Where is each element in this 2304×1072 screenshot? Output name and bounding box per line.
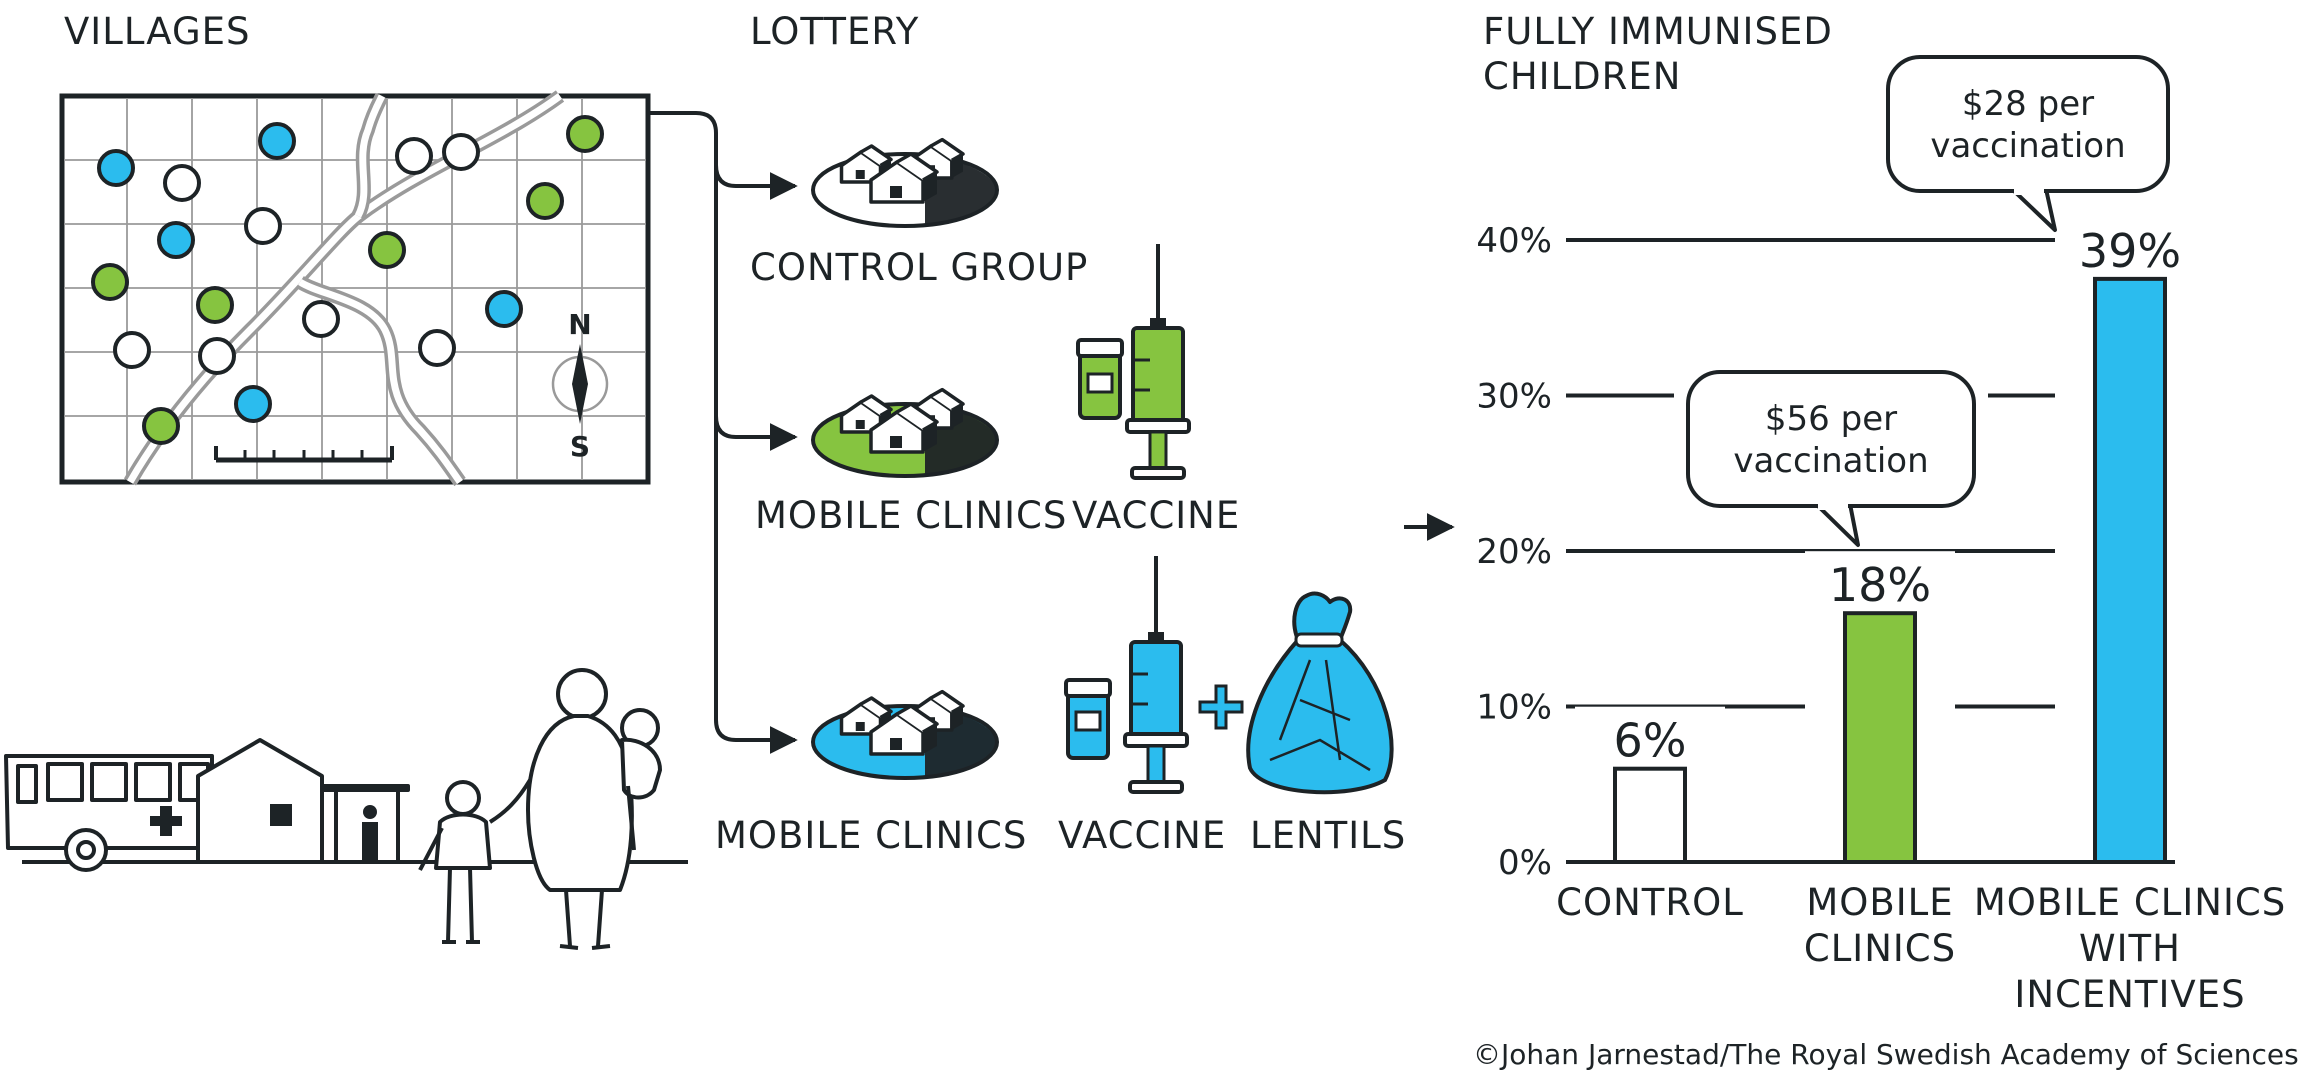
syringe-icon bbox=[1125, 244, 1191, 480]
village-dot bbox=[485, 290, 523, 328]
extra-label-vaccine: VACCINE bbox=[1072, 494, 1240, 537]
cost-bubble-text: vaccination bbox=[1733, 441, 1928, 481]
scale-bar-icon bbox=[214, 446, 394, 463]
houses-icon bbox=[811, 387, 999, 478]
mobile-clinic-bus-icon bbox=[4, 754, 214, 872]
category-label: WITH bbox=[2079, 927, 2181, 970]
y-tick-label: 20% bbox=[1476, 532, 1552, 572]
village-dot bbox=[302, 300, 340, 338]
y-tick-label: 40% bbox=[1476, 221, 1552, 261]
group-label-mobile-clinics: MOBILE CLINICS bbox=[755, 494, 1067, 537]
vial-icon bbox=[1064, 678, 1112, 760]
compass-south-label: S bbox=[570, 430, 590, 463]
cost-bubble-text: vaccination bbox=[1930, 126, 2125, 166]
bar-value-label: 6% bbox=[1614, 714, 1687, 768]
villages-heading: VILLAGES bbox=[64, 10, 251, 53]
category-label: MOBILE CLINICS bbox=[1974, 881, 2286, 924]
bar bbox=[2093, 276, 2167, 864]
chart-title-line1: FULLY IMMUNISED bbox=[1483, 10, 1833, 53]
village-dot bbox=[418, 329, 456, 367]
compass-icon: N S bbox=[551, 308, 609, 463]
village-dot bbox=[113, 331, 151, 369]
clinic-scene bbox=[4, 668, 688, 950]
bar bbox=[1613, 766, 1687, 865]
category-label: MOBILE bbox=[1806, 881, 1953, 924]
bar-value-label: 18% bbox=[1829, 558, 1931, 612]
village-dots bbox=[91, 115, 604, 445]
compass-north-label: N bbox=[568, 308, 591, 341]
cost-bubble bbox=[1686, 370, 1976, 508]
clinic-building-icon bbox=[196, 738, 410, 864]
syringe-icon bbox=[1123, 556, 1189, 794]
category-label: INCENTIVES bbox=[2014, 973, 2245, 1016]
mother-and-children-icon bbox=[418, 668, 662, 950]
cost-bubble-text: $56 per bbox=[1765, 399, 1897, 439]
village-dot bbox=[395, 137, 433, 175]
village-dot bbox=[526, 182, 564, 220]
category-label: CONTROL bbox=[1556, 881, 1744, 924]
village-dot bbox=[97, 149, 135, 187]
extra-label-vaccine-2: VACCINE bbox=[1058, 814, 1226, 857]
cost-bubble bbox=[1886, 55, 2170, 193]
plus-icon bbox=[1198, 684, 1244, 730]
chart-bars bbox=[1566, 216, 2205, 865]
village-dot bbox=[244, 207, 282, 245]
group-label-mobile-clinics-incentives: MOBILE CLINICS bbox=[715, 814, 1027, 857]
village-dot bbox=[163, 164, 201, 202]
vial-icon bbox=[1076, 338, 1124, 420]
village-dot bbox=[566, 115, 604, 153]
village-dot bbox=[442, 133, 480, 171]
village-dot bbox=[196, 286, 234, 324]
village-dot bbox=[234, 385, 272, 423]
bar bbox=[1843, 611, 1917, 865]
y-tick-label: 0% bbox=[1498, 843, 1552, 883]
chart-title-line2: CHILDREN bbox=[1483, 55, 1681, 98]
group-label-control: CONTROL GROUP bbox=[750, 246, 1088, 289]
cost-bubble-text: $28 per bbox=[1962, 84, 2094, 124]
village-dot bbox=[157, 221, 195, 259]
houses-icon bbox=[811, 137, 999, 228]
village-map: N S bbox=[59, 90, 651, 487]
extra-label-lentils: LENTILS bbox=[1250, 814, 1406, 857]
credit-line: ©Johan Jarnestad/The Royal Swedish Acade… bbox=[1473, 1038, 2299, 1071]
village-dot bbox=[368, 231, 406, 269]
bar-value-label: 39% bbox=[2079, 224, 2181, 278]
y-tick-label: 10% bbox=[1476, 688, 1552, 728]
village-dot bbox=[91, 263, 129, 301]
lottery-heading: LOTTERY bbox=[750, 10, 919, 53]
lottery-arrows bbox=[648, 111, 798, 754]
village-dot bbox=[198, 337, 236, 375]
lentils-bag-icon bbox=[1246, 591, 1394, 795]
village-dot bbox=[142, 407, 180, 445]
y-tick-label: 30% bbox=[1476, 377, 1552, 417]
category-label: CLINICS bbox=[1804, 927, 1956, 970]
village-dot bbox=[258, 122, 296, 160]
houses-icon bbox=[811, 689, 999, 780]
